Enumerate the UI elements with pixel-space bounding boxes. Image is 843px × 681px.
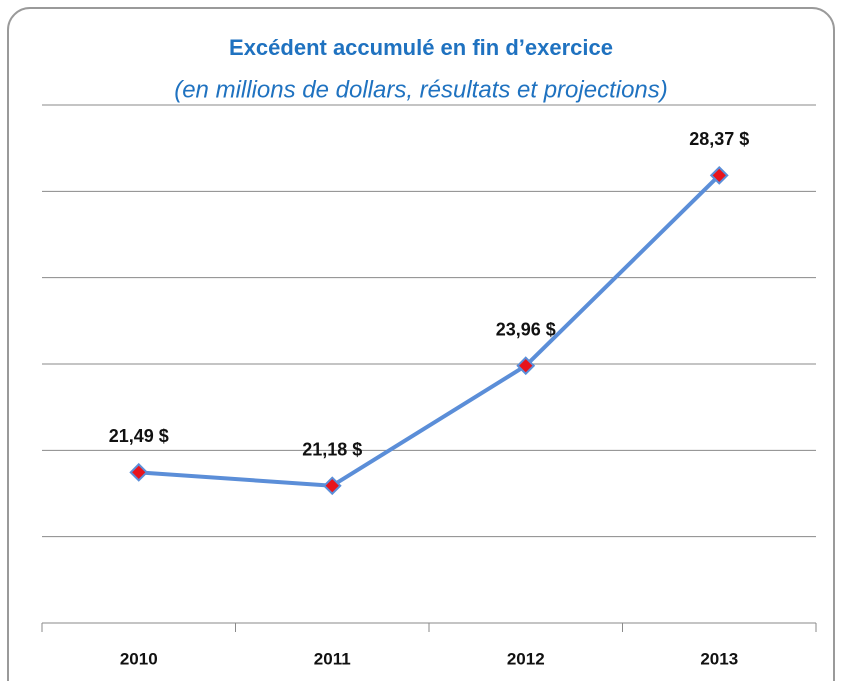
x-tick-label: 2010	[120, 649, 158, 668]
x-tick-label: 2012	[507, 649, 545, 668]
line	[138, 173, 721, 488]
data-label: 23,96 $	[496, 319, 556, 339]
x-tick-label: 2011	[314, 649, 351, 668]
data-label: 28,37 $	[689, 129, 749, 149]
x-tick-label: 2013	[700, 649, 738, 668]
marker	[516, 356, 536, 376]
marker	[129, 462, 149, 482]
chart-frame	[7, 7, 835, 681]
data-label: 21,18 $	[302, 439, 362, 459]
marker	[709, 165, 729, 185]
data-label: 21,49 $	[109, 426, 169, 446]
chart-title: Excédent accumulé en fin d’exercice	[229, 35, 613, 60]
chart-subtitle: (en millions de dollars, résultats et pr…	[174, 76, 668, 103]
marker	[322, 476, 342, 496]
